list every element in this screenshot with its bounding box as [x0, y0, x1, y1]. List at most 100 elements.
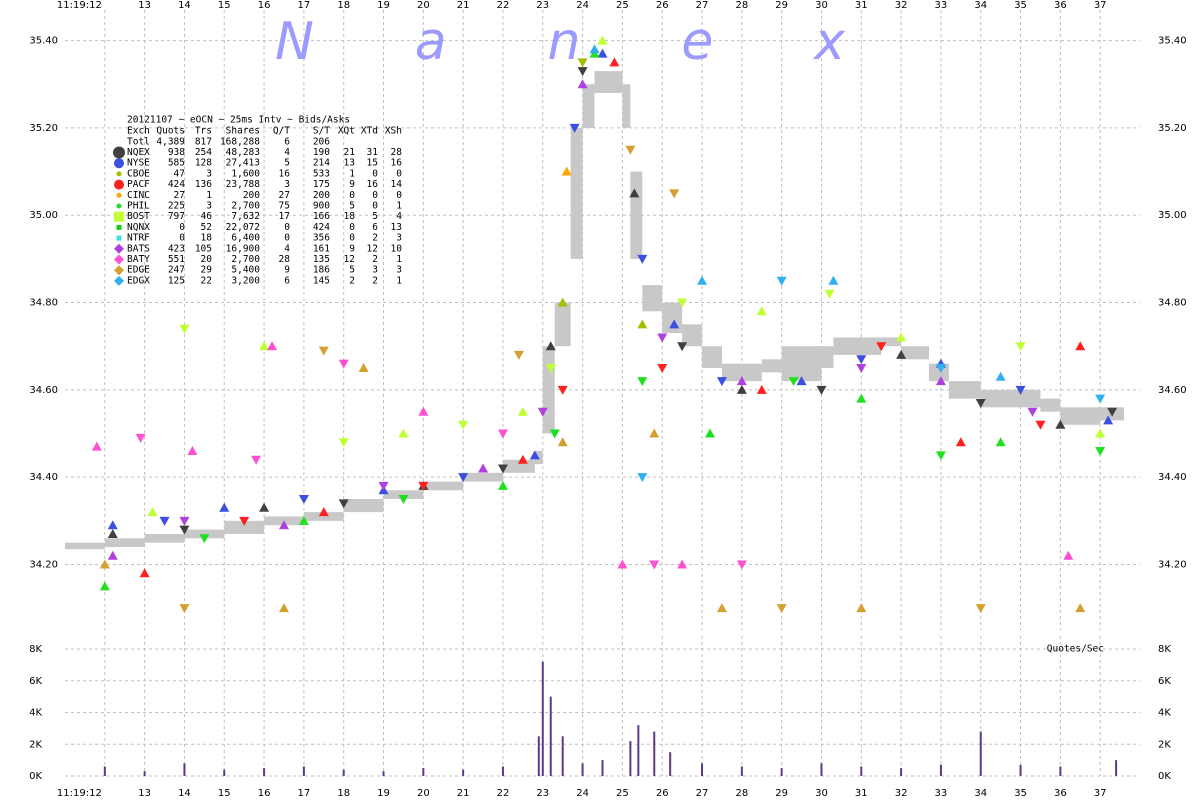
table-cell: 585 — [168, 158, 185, 169]
quote-marker — [637, 377, 648, 387]
quote-marker — [497, 464, 508, 474]
quote-marker — [1075, 341, 1086, 351]
y-tick-label: 6K — [1158, 676, 1171, 687]
table-cell: 14 — [391, 179, 403, 190]
table-cell: 136 — [195, 179, 212, 190]
table-cell: 1 — [206, 190, 212, 201]
x-tick-label: 31 — [855, 0, 868, 11]
table-cell: 27,413 — [226, 158, 260, 169]
legend-marker — [113, 146, 125, 159]
quote-marker — [856, 355, 867, 365]
quote-marker — [669, 319, 680, 329]
legend-marker — [116, 235, 122, 241]
quote-marker — [625, 145, 636, 155]
table-cell: 15 — [367, 158, 378, 169]
table-cell: 135 — [313, 254, 330, 265]
table-cell: 29 — [201, 265, 213, 276]
table-cell: 0 — [349, 222, 355, 233]
nbbo-band — [554, 302, 571, 347]
table-cell: 0 — [349, 190, 355, 201]
table-cell: 797 — [168, 211, 185, 222]
table-cell: 4 — [284, 147, 290, 158]
nbbo-band — [423, 481, 464, 491]
table-cell: 3 — [396, 265, 402, 276]
legend-marker — [116, 203, 122, 209]
table-header: XTd — [361, 126, 378, 137]
subtitle: 20121107 ~ eOCN ~ 25ms Intv ~ Bids/Asks — [127, 115, 350, 126]
table-cell: 5 — [349, 265, 355, 276]
table-cell: 9 — [349, 179, 355, 190]
quote-marker — [107, 550, 118, 560]
quote-marker — [637, 254, 648, 264]
x-tick-label: 30 — [815, 0, 828, 11]
table-cell: 18 — [201, 233, 213, 244]
table-cell: 2 — [349, 275, 355, 286]
bar — [462, 769, 465, 776]
bar — [537, 736, 540, 776]
quote-marker — [458, 473, 469, 483]
table-header: Quots — [156, 126, 185, 137]
x-tick-label: 34 — [974, 788, 987, 799]
quote-marker — [378, 481, 389, 491]
y-tick-label: 6K — [29, 676, 42, 687]
nbbo-band — [104, 538, 145, 548]
bar — [263, 768, 266, 776]
table-cell: 168,288 — [220, 137, 260, 148]
quote-marker — [418, 481, 429, 491]
table-cell: 16 — [279, 168, 291, 179]
table-cell: 6 — [372, 222, 378, 233]
quote-marker — [975, 604, 986, 614]
x-tick-label: 29 — [775, 0, 788, 11]
quote-marker — [517, 454, 528, 464]
table-cell: 28 — [391, 147, 403, 158]
table-cell: 200 — [243, 190, 260, 201]
quote-marker — [259, 341, 270, 351]
quote-marker — [697, 275, 708, 285]
bar — [740, 766, 743, 776]
bar — [780, 768, 783, 776]
table-cell: 1 — [396, 254, 402, 265]
y-tick-label: 0K — [1158, 771, 1171, 782]
bar — [103, 766, 106, 776]
quote-marker — [99, 559, 110, 569]
table-cell: 900 — [313, 201, 330, 212]
quote-marker — [298, 515, 309, 525]
x-tick-label: 23 — [536, 788, 549, 799]
table-cell: 6 — [284, 137, 290, 148]
quote-marker — [1107, 407, 1118, 417]
x-tick-label: 11:19:12 — [57, 788, 102, 799]
table-cell: 225 — [168, 201, 185, 212]
x-tick-label: 25 — [616, 788, 629, 799]
nbbo-band — [542, 346, 555, 434]
nbbo-band — [721, 363, 762, 382]
quote-marker — [179, 604, 190, 614]
quote-marker — [418, 406, 429, 416]
x-tick-label: 36 — [1054, 788, 1067, 799]
bar — [382, 771, 385, 776]
x-tick-label: 13 — [138, 788, 151, 799]
quote-marker — [1055, 419, 1066, 429]
x-tick-label: 31 — [855, 788, 868, 799]
table-cell: 1 — [349, 168, 355, 179]
table-cell: 2 — [372, 275, 378, 286]
x-tick-label: 19 — [377, 788, 390, 799]
table-header: Exch — [127, 126, 150, 137]
y-tick-label: 4K — [29, 708, 42, 719]
table-cell: 23,788 — [226, 179, 261, 190]
quote-marker — [478, 463, 489, 473]
x-tick-label: 14 — [178, 0, 191, 11]
bar — [629, 741, 632, 776]
y-tick-label: 35.20 — [1158, 123, 1187, 134]
quote-marker — [267, 341, 278, 351]
x-tick-label: 30 — [815, 788, 828, 799]
quote-marker — [278, 520, 289, 530]
y-tick-label: 34.20 — [1158, 560, 1187, 571]
quote-marker — [776, 604, 787, 614]
table-cell: 13 — [391, 222, 402, 233]
table-cell: 0 — [396, 190, 402, 201]
quote-marker — [179, 324, 190, 334]
nbbo-band — [761, 359, 782, 373]
bar — [820, 763, 823, 776]
quote-marker — [705, 428, 715, 438]
nbbo-band — [383, 490, 424, 500]
